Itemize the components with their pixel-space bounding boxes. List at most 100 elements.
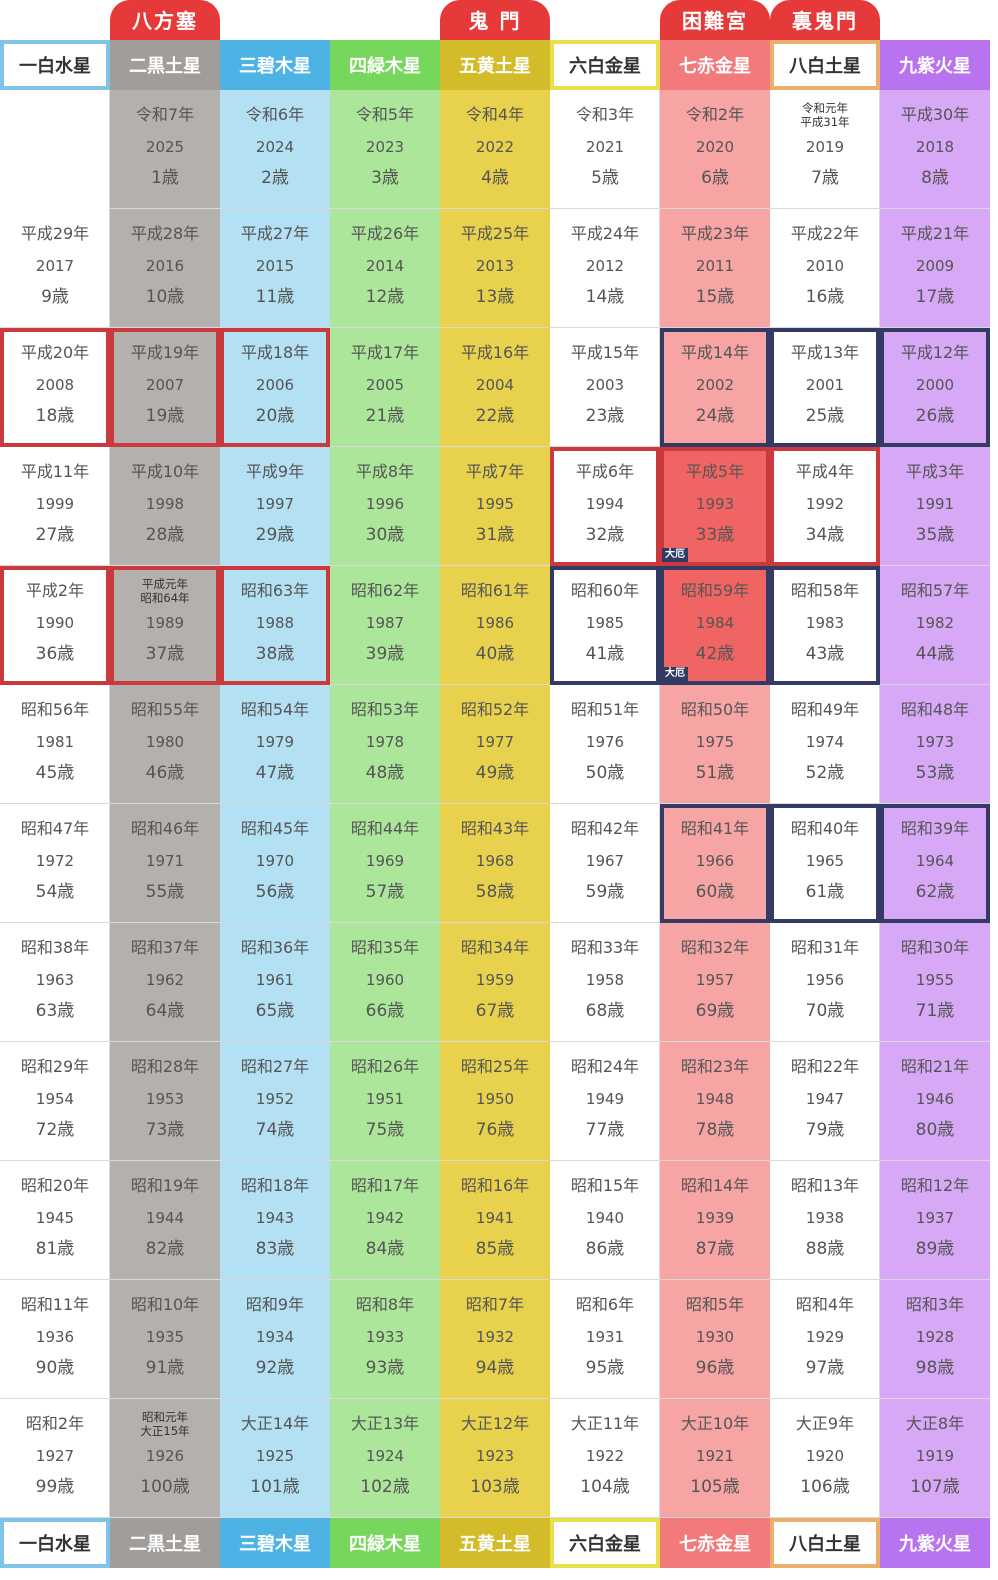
year-cell: 平成17年 2005 21歳 xyxy=(330,328,440,447)
year-cell: 昭和33年 1958 68歳 xyxy=(550,923,660,1042)
year-cell: 昭和58年 1983 43歳 xyxy=(770,566,880,685)
star-header-top: 五黄土星 xyxy=(440,40,550,90)
age-label: 13歳 xyxy=(475,287,515,307)
year-cell: 平成22年 2010 16歳 xyxy=(770,209,880,328)
age-label: 17歳 xyxy=(915,287,955,307)
western-year: 1960 xyxy=(365,971,405,989)
year-cell: 昭和20年 1945 81歳 xyxy=(0,1161,110,1280)
western-year: 1970 xyxy=(255,852,295,870)
year-cell: 昭和62年 1987 39歳 xyxy=(330,566,440,685)
year-cell: 令和3年 2021 5歳 xyxy=(550,90,660,209)
year-cell: 昭和13年 1938 88歳 xyxy=(770,1161,880,1280)
age-label: 23歳 xyxy=(585,406,625,426)
western-year: 2008 xyxy=(35,376,75,394)
western-year: 1967 xyxy=(585,852,625,870)
age-label: 71歳 xyxy=(915,1001,955,1021)
year-cell: 昭和38年 1963 63歳 xyxy=(0,923,110,1042)
western-year: 1997 xyxy=(255,495,295,513)
era-label: 昭和21年 xyxy=(900,1057,970,1076)
age-label: 59歳 xyxy=(585,882,625,902)
year-cell: 昭和16年 1941 85歳 xyxy=(440,1161,550,1280)
era-label: 平成4年 xyxy=(795,462,855,481)
age-label: 12歳 xyxy=(365,287,405,307)
age-label: 77歳 xyxy=(585,1120,625,1140)
western-year: 1993 xyxy=(695,495,735,513)
year-cell: 昭和27年 1952 74歳 xyxy=(220,1042,330,1161)
year-cell: 昭和17年 1942 84歳 xyxy=(330,1161,440,1280)
age-label: 14歳 xyxy=(585,287,625,307)
age-label: 101歳 xyxy=(250,1477,300,1497)
age-label: 49歳 xyxy=(475,763,515,783)
star-header-top: 一白水星 xyxy=(0,40,110,90)
era-label: 令和7年 xyxy=(135,105,195,124)
age-label: 74歳 xyxy=(255,1120,295,1140)
star-header-top: 七赤金星 xyxy=(660,40,770,90)
western-year: 1955 xyxy=(915,971,955,989)
era-label: 昭和8年 xyxy=(355,1295,415,1314)
western-year: 1969 xyxy=(365,852,405,870)
era-label: 平成10年 xyxy=(130,462,200,481)
era-label: 昭和18年 xyxy=(240,1176,310,1195)
year-cell: 昭和42年 1967 59歳 xyxy=(550,804,660,923)
age-label: 35歳 xyxy=(915,525,955,545)
western-year: 1956 xyxy=(805,971,845,989)
western-year: 1999 xyxy=(35,495,75,513)
era-label: 平成21年 xyxy=(900,224,970,243)
year-cell: 昭和7年 1932 94歳 xyxy=(440,1280,550,1399)
age-label: 84歳 xyxy=(365,1239,405,1259)
star-header-top: 八白土星 xyxy=(770,40,880,90)
year-cell: 昭和5年 1930 96歳 xyxy=(660,1280,770,1399)
age-label: 1歳 xyxy=(151,168,179,188)
western-year: 1934 xyxy=(255,1328,295,1346)
western-year: 1919 xyxy=(915,1447,955,1465)
era-label: 大正14年 xyxy=(240,1414,310,1433)
age-label: 98歳 xyxy=(915,1358,955,1378)
star-header-top: 六白金星 xyxy=(550,40,660,90)
era-label: 平成9年 xyxy=(245,462,305,481)
western-year: 2010 xyxy=(805,257,845,275)
western-year: 1938 xyxy=(805,1209,845,1227)
year-cell: 昭和35年 1960 66歳 xyxy=(330,923,440,1042)
era-label: 平成20年 xyxy=(20,343,90,362)
era-label: 昭和55年 xyxy=(130,700,200,719)
year-cell: 昭和23年 1948 78歳 xyxy=(660,1042,770,1161)
era-label: 昭和41年 xyxy=(680,819,750,838)
era-label: 昭和46年 xyxy=(130,819,200,838)
year-cell: 令和6年 2024 2歳 xyxy=(220,90,330,209)
age-label: 75歳 xyxy=(365,1120,405,1140)
year-cell: 令和2年 2020 6歳 xyxy=(660,90,770,209)
age-label: 40歳 xyxy=(475,644,515,664)
western-year: 1923 xyxy=(475,1447,515,1465)
era-label: 昭和32年 xyxy=(680,938,750,957)
western-year: 2015 xyxy=(255,257,295,275)
western-year: 1936 xyxy=(35,1328,75,1346)
age-label: 107歳 xyxy=(910,1477,960,1497)
era-label: 平成24年 xyxy=(570,224,640,243)
year-cell: 平成10年 1998 28歳 xyxy=(110,447,220,566)
western-year: 2013 xyxy=(475,257,515,275)
western-year: 1992 xyxy=(805,495,845,513)
western-year: 1976 xyxy=(585,733,625,751)
star-header-bottom: 五黄土星 xyxy=(440,1518,550,1568)
western-year: 1957 xyxy=(695,971,735,989)
western-year: 1958 xyxy=(585,971,625,989)
age-label: 79歳 xyxy=(805,1120,845,1140)
star-header-bottom: 一白水星 xyxy=(0,1518,110,1568)
age-label: 67歳 xyxy=(475,1001,515,1021)
age-label: 81歳 xyxy=(35,1239,75,1259)
year-cell: 昭和47年 1972 54歳 xyxy=(0,804,110,923)
western-year: 2023 xyxy=(365,138,405,156)
era-label: 昭和60年 xyxy=(570,581,640,600)
era-label: 令和6年 xyxy=(245,105,305,124)
western-year: 2007 xyxy=(145,376,185,394)
era-label: 昭和28年 xyxy=(130,1057,200,1076)
era-label: 昭和44年 xyxy=(350,819,420,838)
year-cell: 昭和21年 1946 80歳 xyxy=(880,1042,990,1161)
age-label: 91歳 xyxy=(145,1358,185,1378)
western-year: 1965 xyxy=(805,852,845,870)
western-year: 2021 xyxy=(585,138,625,156)
age-label: 86歳 xyxy=(585,1239,625,1259)
age-label: 80歳 xyxy=(915,1120,955,1140)
year-cell: 昭和3年 1928 98歳 xyxy=(880,1280,990,1399)
year-cell: 昭和25年 1950 76歳 xyxy=(440,1042,550,1161)
